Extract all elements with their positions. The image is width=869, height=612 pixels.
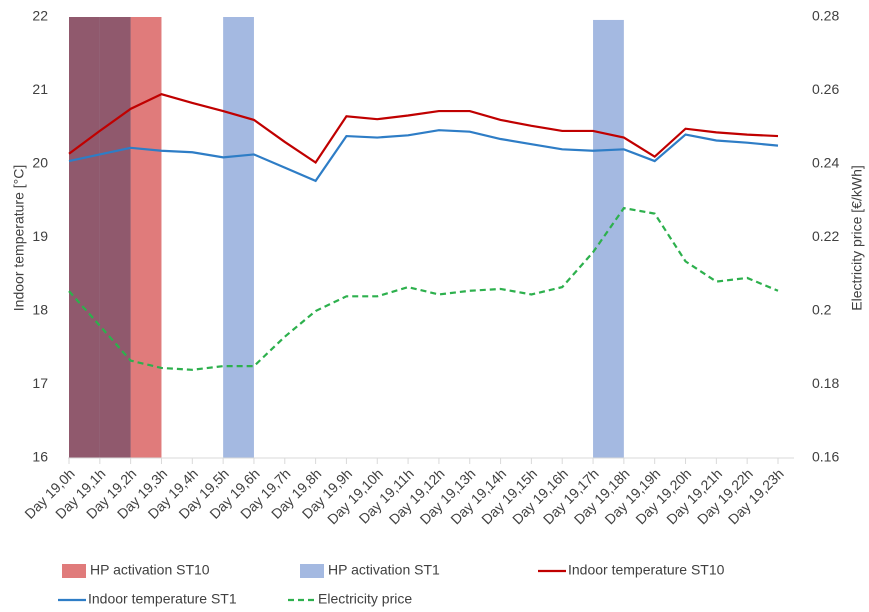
activation-bar xyxy=(223,17,254,458)
legend-label: Indoor temperature ST10 xyxy=(568,562,725,578)
data-line xyxy=(68,206,779,371)
y2-tick-label: 0.2 xyxy=(812,302,832,318)
data-line xyxy=(68,93,779,165)
y2-tick-label: 0.28 xyxy=(812,8,839,24)
y2-tick-label: 0.18 xyxy=(812,375,839,391)
y-tick-label: 18 xyxy=(32,302,48,318)
activation-bar xyxy=(130,17,162,458)
y-tick-label: 19 xyxy=(32,228,48,244)
activation-bar xyxy=(69,17,100,458)
y-tick-label: 17 xyxy=(32,375,48,391)
activation-bar xyxy=(99,17,131,458)
legend-label: HP activation ST1 xyxy=(328,562,440,578)
y-tick-label: 21 xyxy=(32,81,48,97)
legend-swatch xyxy=(300,564,324,578)
y-tick-label: 22 xyxy=(32,8,48,24)
y-axis-label: Indoor temperature [°C] xyxy=(11,165,27,311)
legend-label: Electricity price xyxy=(318,591,412,607)
data-line xyxy=(68,129,779,183)
y-tick-label: 16 xyxy=(32,449,48,465)
legend-label: Indoor temperature ST1 xyxy=(88,591,237,607)
y2-tick-label: 0.22 xyxy=(812,228,839,244)
legend-label: HP activation ST10 xyxy=(90,562,210,578)
activation-bar xyxy=(593,19,624,458)
legend-swatch xyxy=(62,564,86,578)
y2-tick-label: 0.16 xyxy=(812,449,839,465)
y2-tick-label: 0.26 xyxy=(812,81,839,97)
y2-axis-label: Electricity price [€/kWh] xyxy=(849,165,865,310)
y-tick-label: 20 xyxy=(32,155,48,171)
y2-tick-label: 0.24 xyxy=(812,155,839,171)
